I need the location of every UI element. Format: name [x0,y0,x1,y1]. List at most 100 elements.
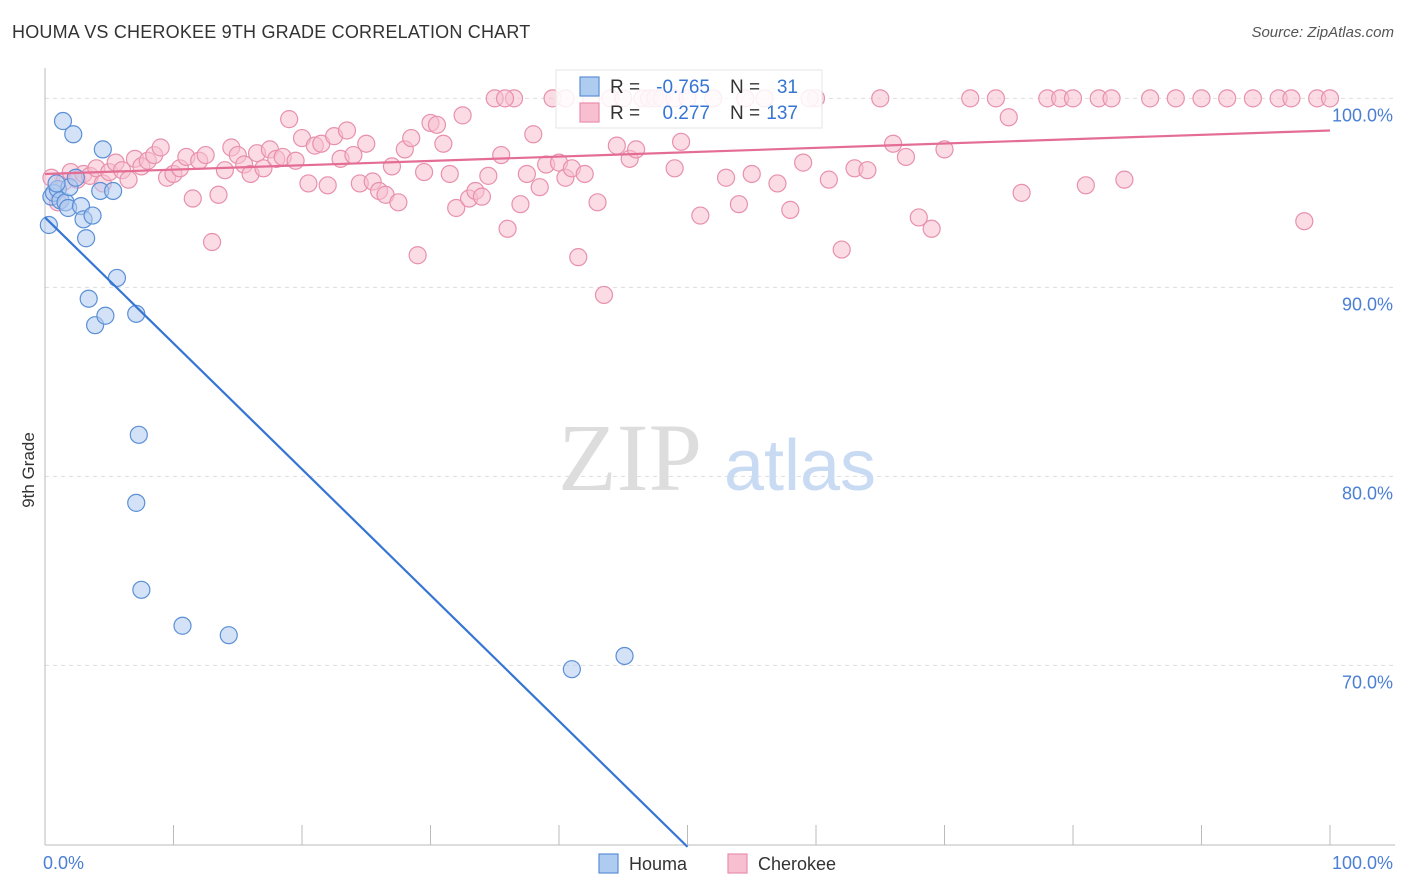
cherokee-point [1320,89,1340,108]
houma-point [127,493,146,512]
cherokee-point [986,89,1006,108]
cherokee-point [794,153,813,172]
cherokee-point [183,189,202,208]
x-tick-label: 0.0% [43,853,84,873]
y-axis-label: 9th Grade [19,432,38,508]
cherokee-legend-label: Cherokee [758,854,836,874]
cherokee-point [594,285,614,305]
cherokee-point [961,89,980,108]
trend-lines [44,129,1331,848]
houma-point [96,306,115,325]
data-points [39,89,1340,679]
cherokee-point [1102,89,1121,108]
cherokee-point [299,174,318,193]
watermark-atlas: atlas [724,426,876,506]
cherokee-point [871,89,890,108]
cherokee-point [254,159,273,178]
y-tick-label: 70.0% [1342,672,1393,692]
cherokee-point [479,166,498,185]
watermark: ZIP atlas [558,404,876,511]
cherokee-point [530,178,549,197]
houma-point [132,580,151,599]
cherokee-point [671,132,691,151]
cherokee-point [768,174,787,193]
cherokee-point [858,161,877,180]
cherokee-point [440,164,459,184]
cherokee-point [453,106,472,125]
cherokee-stats-swatch [579,102,600,123]
x-tick-label: 100.0% [1332,853,1393,873]
cherokee-point [832,240,851,259]
cherokee-point [883,134,903,153]
watermark-zip: ZIP [558,404,702,511]
cherokee-point [569,248,588,267]
cherokee-n-label: N = [730,103,760,124]
cherokee-point [729,195,749,214]
cherokee-point [414,162,434,182]
cherokee-trend-line [44,129,1331,176]
cherokee-r-value: 0.277 [662,103,710,124]
cherokee-point [742,164,761,184]
cherokee-point [999,108,1018,127]
cherokee-point [575,164,594,184]
cherokee-point [1218,89,1237,108]
houma-point [562,660,581,679]
cherokee-point [382,157,402,176]
cherokee-point [151,138,170,157]
houma-r-value: -0.765 [656,77,710,98]
cherokee-point [447,198,466,218]
stats-legend: R = -0.765 N = 31 R = 0.277 N = 137 [555,69,823,129]
cherokee-point [427,115,447,134]
cherokee-point [389,193,408,212]
cherokee-point [196,145,215,165]
cherokee-n-value: 137 [766,103,798,124]
houma-point [173,616,192,635]
cherokee-point [1076,176,1095,195]
cherokee-point [1063,89,1083,108]
cherokee-point [1140,89,1160,108]
houma-legend-label: Houma [629,854,688,874]
cherokee-point [318,176,337,195]
cherokee-point [626,140,646,159]
cherokee-point [691,206,710,225]
cherokee-point [337,121,357,140]
cherokee-point [495,89,515,108]
cherokee-point [280,110,299,129]
cherokee-point [1192,89,1211,108]
houma-n-label: N = [730,77,760,98]
cherokee-point [607,136,626,155]
cherokee-point [716,168,736,187]
cherokee-point [119,170,138,189]
cherokee-point [909,208,928,227]
houma-point [219,626,238,645]
cherokee-r-label: R = [610,103,640,124]
cherokee-point [402,128,421,148]
cherokee-point [935,140,954,159]
cherokee-point [1012,183,1031,202]
cherokee-point [202,232,222,252]
cherokee-point [922,219,941,238]
cherokee-point [357,134,376,153]
houma-point [79,289,98,308]
cherokee-point [524,125,543,144]
cherokee-point [781,200,800,219]
cherokee-point [588,193,607,212]
houma-point [77,229,96,248]
cherokee-point [665,159,684,178]
y-tick-label: 90.0% [1342,294,1393,314]
cherokee-point [1295,212,1314,231]
y-tick-label: 80.0% [1342,483,1393,503]
cherokee-legend-swatch [727,853,748,874]
cherokee-point [896,147,916,167]
stats-legend-frame [555,69,823,129]
houma-point [47,174,66,193]
houma-point [83,206,102,225]
houma-point [129,425,148,444]
cherokee-point [819,170,838,189]
houma-point [53,111,73,131]
houma-stats-swatch [579,76,600,97]
houma-point [64,125,83,144]
axes: 70.0% 80.0% 90.0% 100.0% 0.0% 100.0% [43,68,1395,873]
source-label: Source: ZipAtlas.com [1251,24,1394,41]
